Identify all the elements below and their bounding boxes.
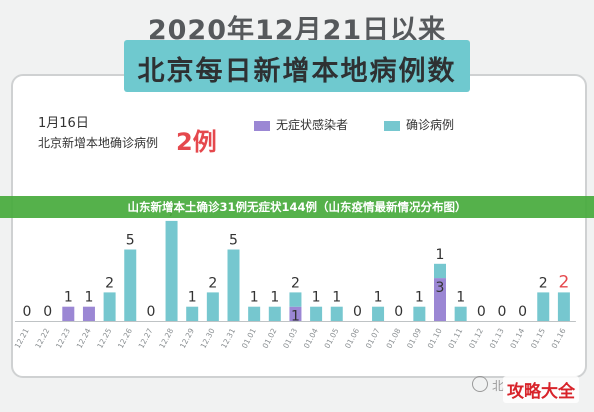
data-label-confirmed-01.07: 1: [374, 290, 383, 306]
bar-confirmed-12.25: [103, 292, 116, 321]
data-label-confirmed-12.29: 1: [188, 290, 197, 306]
data-label-confirmed-01.13: 0: [497, 304, 506, 320]
legend-item-asymptomatic: 无症状感染者: [254, 116, 348, 133]
data-label-asymptomatic-12.23: 1: [64, 290, 73, 306]
data-label-confirmed-12.25: 2: [105, 275, 114, 291]
x-tick-label-12.22: 12.22: [33, 327, 51, 350]
data-label-confirmed-01.05: 1: [332, 290, 341, 306]
data-label-confirmed-12.30: 2: [208, 275, 217, 291]
data-label-confirmed-12.31: 5: [229, 233, 238, 249]
data-label-confirmed-01.16: 2: [558, 272, 569, 292]
data-label-confirmed-01.06: 0: [353, 304, 362, 320]
chart-subtitle: 北京每日新增本地病例数: [137, 56, 457, 87]
data-label-confirmed-01.14: 0: [518, 304, 527, 320]
data-label-confirmed-12.22: 0: [43, 304, 52, 320]
data-label-confirmed-01.10: 1: [436, 247, 445, 263]
x-tick-label-12.24: 12.24: [75, 327, 93, 350]
x-tick-label-01.10: 01.10: [426, 327, 444, 350]
data-label-confirmed-01.01: 1: [250, 290, 259, 306]
x-tick-label-01.06: 01.06: [343, 327, 361, 350]
x-tick-label-01.16: 01.16: [550, 327, 568, 350]
x-tick-label-01.12: 01.12: [467, 327, 485, 350]
bar-asymptomatic-01.03: [289, 306, 302, 321]
data-label-confirmed-01.12: 0: [477, 304, 486, 320]
data-label-confirmed-01.11: 1: [456, 290, 465, 306]
data-label-confirmed-01.03: 2: [291, 275, 300, 291]
bar-confirmed-12.31: [227, 249, 240, 321]
x-tick-label-01.05: 01.05: [322, 327, 340, 350]
legend-swatch-asymptomatic: [254, 120, 270, 131]
highlight-description: 北京新增本地确诊病例: [38, 136, 159, 150]
bar-confirmed-12.29: [186, 306, 199, 321]
data-label-confirmed-01.08: 0: [394, 304, 403, 320]
bar-asymptomatic-01.10: [434, 278, 446, 321]
x-tick-label-01.07: 01.07: [364, 327, 382, 350]
x-tick-label-12.23: 12.23: [54, 327, 72, 350]
bar-asymptomatic-12.23: [62, 306, 75, 321]
highlight-date: 1月16日: [38, 116, 89, 131]
data-label-confirmed-01.02: 1: [270, 290, 279, 306]
x-tick-label-01.14: 01.14: [508, 327, 526, 350]
x-tick-label-12.21: 12.21: [13, 327, 31, 350]
x-tick-label-12.30: 12.30: [199, 327, 217, 350]
overlay-banner[interactable]: 山东新增本土确诊31例无症状144例（山东疫情最新情况分布图）: [0, 196, 594, 218]
bar-confirmed-12.30: [206, 292, 219, 321]
x-tick-label-01.03: 01.03: [281, 327, 299, 350]
x-tick-label-01.15: 01.15: [529, 327, 547, 350]
bar-confirmed-01.15: [537, 292, 550, 321]
data-label-asymptomatic-12.24: 1: [84, 290, 93, 306]
legend-label-confirmed: 确诊病例: [406, 118, 455, 132]
banner-text: 山东新增本土确诊31例无症状144例（山东疫情最新情况分布图）: [127, 200, 467, 214]
x-tick-label-12.31: 12.31: [219, 327, 237, 350]
x-tick-label-01.09: 01.09: [405, 327, 423, 350]
bar-confirmed-01.05: [330, 306, 343, 321]
bar-confirmed-01.03: [289, 292, 302, 307]
data-label-confirmed-12.26: 5: [126, 233, 135, 249]
x-tick-label-01.11: 01.11: [446, 327, 464, 350]
bar-confirmed-01.01: [248, 306, 261, 321]
x-tick-label-12.25: 12.25: [95, 327, 113, 350]
data-label-confirmed-12.27: 0: [146, 304, 155, 320]
bar-confirmed-12.26: [124, 249, 137, 321]
site-logo[interactable]: 攻略大全: [503, 376, 579, 403]
bar-confirmed-12.28: [165, 220, 178, 321]
bar-confirmed-01.02: [268, 306, 281, 321]
highlight-count: 2例: [176, 128, 217, 156]
data-label-confirmed-01.09: 1: [415, 290, 424, 306]
bar-confirmed-01.11: [454, 306, 467, 321]
data-label-confirmed-12.21: 0: [23, 304, 32, 320]
watermark-text: 北: [492, 379, 505, 393]
bar-asymptomatic-12.24: [82, 306, 95, 321]
data-label-confirmed-01.15: 2: [539, 275, 548, 291]
bar-confirmed-01.16: [557, 292, 570, 321]
x-tick-label-01.02: 01.02: [261, 327, 279, 350]
data-label-asymptomatic-01.10: 3: [436, 280, 445, 296]
x-tick-label-01.01: 01.01: [240, 327, 258, 350]
x-tick-label-12.28: 12.28: [157, 327, 175, 350]
data-label-confirmed-01.04: 1: [312, 290, 321, 306]
x-tick-label-12.27: 12.27: [137, 327, 155, 350]
bar-confirmed-01.09: [413, 306, 426, 321]
bar-confirmed-01.04: [310, 306, 323, 321]
data-label-asymptomatic-01.03: 1: [291, 309, 300, 325]
x-tick-label-12.29: 12.29: [178, 327, 196, 350]
x-tick-label-01.13: 01.13: [488, 327, 506, 350]
bar-confirmed-01.10: [434, 263, 446, 279]
chart-panel: [11, 74, 587, 378]
legend-label-asymptomatic: 无症状感染者: [276, 118, 349, 132]
wechat-icon: [472, 376, 488, 392]
legend-item-confirmed: 确诊病例: [384, 116, 454, 133]
x-tick-label-12.26: 12.26: [116, 327, 134, 350]
x-tick-label-01.08: 01.08: [384, 327, 402, 350]
bar-confirmed-01.07: [372, 306, 385, 321]
subtitle-box: 北京每日新增本地病例数: [124, 40, 470, 92]
x-tick-label-01.04: 01.04: [302, 327, 320, 350]
legend-swatch-confirmed: [384, 120, 400, 131]
